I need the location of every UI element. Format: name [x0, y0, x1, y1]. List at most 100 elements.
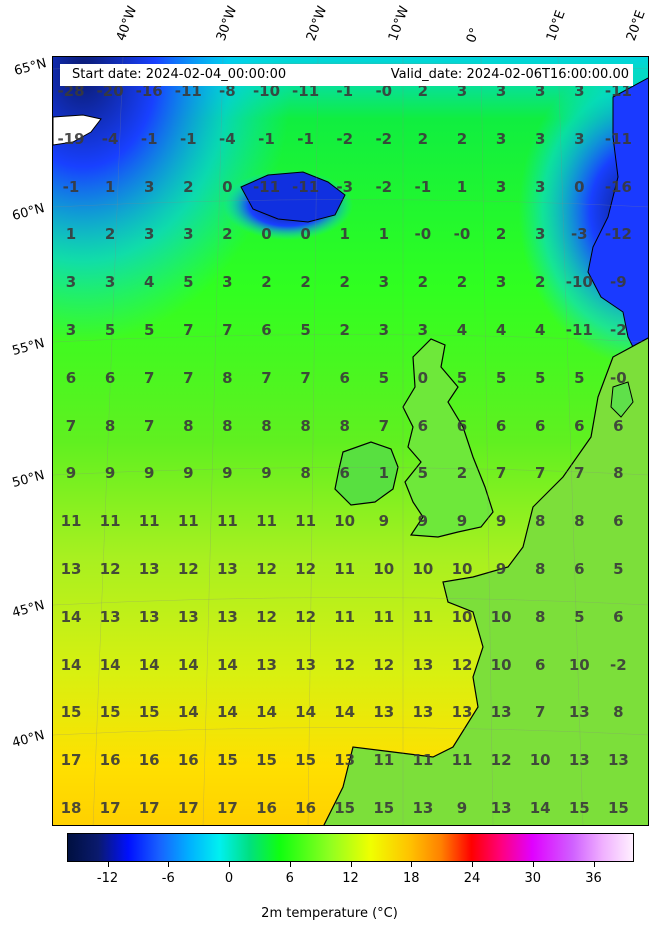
grid-value: 8: [222, 368, 233, 387]
graticule-line: [202, 57, 224, 825]
grid-value: 13: [373, 703, 395, 722]
grid-value: 4: [534, 321, 546, 339]
grid-value: 8: [222, 416, 233, 435]
grid-value: 5: [300, 321, 311, 339]
grid-value: 6: [339, 368, 350, 387]
lon-label-10e: 10°E: [543, 8, 569, 44]
grid-value: 11: [334, 560, 356, 578]
colorbar-tick-label: 18: [402, 871, 420, 886]
grid-value: 5: [143, 321, 155, 339]
grid-value: 2: [300, 273, 311, 292]
grid-value: 3: [378, 321, 390, 339]
grid-value: 1: [104, 177, 116, 196]
grid-value: 13: [295, 655, 317, 674]
grid-value: 6: [574, 560, 585, 578]
lat-label-50n: 50°N: [10, 468, 47, 491]
grid-value: 0: [574, 177, 585, 196]
grid-value: 2: [456, 273, 468, 292]
colorbar-tick-label: 36: [585, 871, 602, 886]
grid-value: 2: [456, 129, 468, 148]
grid-value: 7: [534, 703, 546, 722]
grid-value: 10: [490, 655, 512, 674]
grid-value: 2: [104, 225, 116, 244]
grid-value: 12: [373, 655, 395, 674]
grid-value: 9: [143, 464, 155, 483]
grid-value: -4: [219, 129, 236, 148]
grid-value: 8: [534, 607, 546, 626]
grid-value: 5: [495, 368, 507, 387]
valid-date-label: Valid_date: 2024-02-06T16:00:00.00: [390, 67, 629, 82]
grid-value: 2: [495, 225, 507, 244]
graticule-line: [53, 467, 648, 476]
grid-value: 6: [65, 368, 77, 387]
grid-value: 7: [261, 368, 272, 387]
grid-value: -4: [101, 129, 119, 148]
grid-value: 15: [568, 799, 590, 817]
lat-label-45n: 45°N: [10, 598, 47, 621]
graticule-line: [480, 57, 494, 825]
grid-value: 11: [373, 751, 395, 770]
grid-value: -28: [57, 82, 85, 100]
temperature-field: [53, 57, 648, 825]
grid-value: 10: [529, 751, 551, 770]
grid-value: 7: [183, 321, 194, 339]
grid-value: 12: [295, 607, 317, 626]
start-date-label: Start date: 2024-02-04_00:00:00: [72, 67, 287, 82]
grid-value: 2: [534, 273, 546, 292]
lat-label-60n: 60°N: [10, 201, 47, 224]
denmark-coastline: [610, 381, 634, 418]
grid-value: 5: [574, 368, 585, 387]
grid-value: 9: [456, 799, 468, 817]
grid-value: 3: [143, 225, 155, 244]
grid-value: 1: [456, 177, 468, 196]
grid-value: 11: [373, 607, 395, 626]
grid-value: -0: [453, 225, 471, 244]
grid-value: 10: [490, 607, 512, 626]
grid-value: 9: [495, 512, 507, 531]
graticule-line: [557, 57, 584, 825]
grid-value: 10: [373, 560, 395, 578]
grid-value: 13: [334, 751, 356, 770]
grid-value: 8: [574, 512, 585, 531]
grid-value: 14: [334, 703, 356, 722]
grid-value: 17: [60, 751, 82, 770]
grid-value: -19: [57, 129, 85, 148]
grid-value: -0: [414, 225, 432, 244]
grid-value: 13: [607, 751, 629, 770]
grid-value: 15: [256, 751, 277, 770]
grid-value: 6: [417, 416, 429, 435]
grid-value: 12: [451, 655, 473, 674]
grid-value: 3: [495, 177, 507, 196]
grid-value: 12: [334, 655, 356, 674]
colorbar-tick-mark: [107, 862, 109, 867]
grid-value: 15: [607, 799, 629, 817]
grid-value: -0: [610, 368, 627, 387]
lon-label-20w: 20°W: [303, 4, 331, 43]
grid-value: 12: [177, 560, 199, 578]
grid-value: 3: [534, 129, 546, 148]
grid-value: 8: [183, 416, 194, 435]
grid-value: 7: [378, 416, 390, 435]
colorbar-tick-label: 0: [224, 871, 234, 886]
info-bar: Start date: 2024-02-04_00:00:00 Valid_da…: [60, 64, 633, 86]
great-britain-coastline: [402, 338, 494, 538]
grid-value: -10: [252, 82, 281, 100]
grid-value: 6: [613, 512, 624, 531]
graticule-line: [53, 334, 648, 343]
europe-coastline: [323, 337, 648, 825]
grid-value: 6: [104, 368, 116, 387]
temperature-map: -28 -20 -16 -11 -8 -10 -11 -1 -0 2 3 3 3 3 -11 -19 -4 -1-…: [52, 56, 649, 826]
grid-value: 14: [177, 703, 199, 722]
colorbar-tick-mark: [229, 862, 230, 867]
grid-value: 13: [412, 655, 434, 674]
grid-value: 10: [412, 560, 434, 578]
grid-value: 2: [339, 321, 350, 339]
colorbar-tick-label: 6: [285, 871, 294, 886]
grid-value: 14: [216, 703, 238, 722]
grid-value: 9: [261, 464, 272, 483]
grid-value: 12: [99, 560, 121, 578]
colorbar-tick-label: -6: [161, 871, 175, 886]
grid-value: 2: [261, 273, 272, 292]
colorbar-tick-label: 24: [463, 871, 481, 886]
grid-value: 7: [574, 464, 585, 483]
